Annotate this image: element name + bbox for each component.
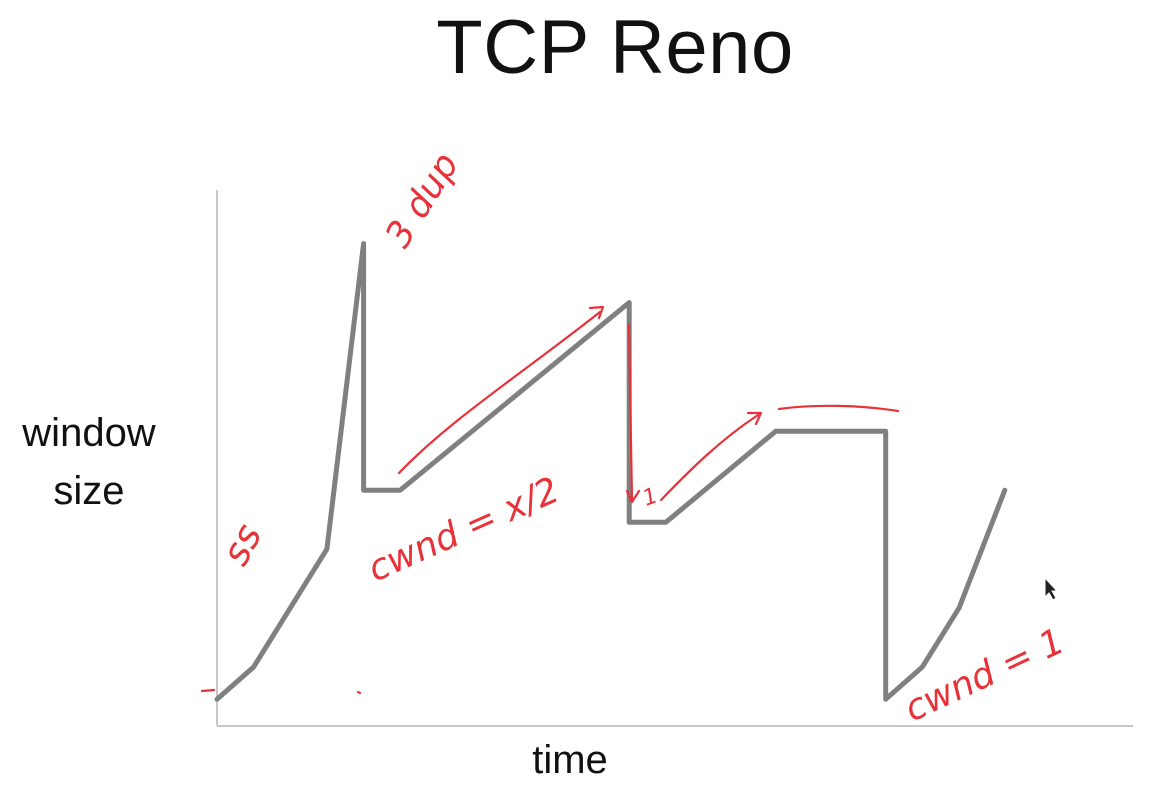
annotation-triple-dup: 3 dup bbox=[378, 146, 467, 255]
y-axis-label: window size bbox=[22, 411, 156, 513]
ink-flat-line bbox=[777, 404, 900, 413]
ink-increase-arrow bbox=[397, 305, 605, 475]
chart-title: TCP Reno bbox=[436, 5, 794, 90]
annotation-one: 1 bbox=[640, 483, 662, 511]
annotation-slow-start: ss bbox=[213, 517, 270, 573]
ink-drop-arrow bbox=[625, 322, 641, 504]
x-axis-label: time bbox=[532, 738, 608, 782]
annotation-cwnd-one: cwnd = 1 bbox=[898, 621, 1070, 730]
series-line-0 bbox=[214, 241, 1008, 702]
ink-start-mark bbox=[200, 688, 216, 693]
mouse-cursor-icon bbox=[1044, 576, 1059, 601]
ink-dot bbox=[356, 690, 362, 695]
ink-rise-arrow bbox=[659, 411, 763, 502]
series-layer bbox=[214, 241, 1008, 702]
